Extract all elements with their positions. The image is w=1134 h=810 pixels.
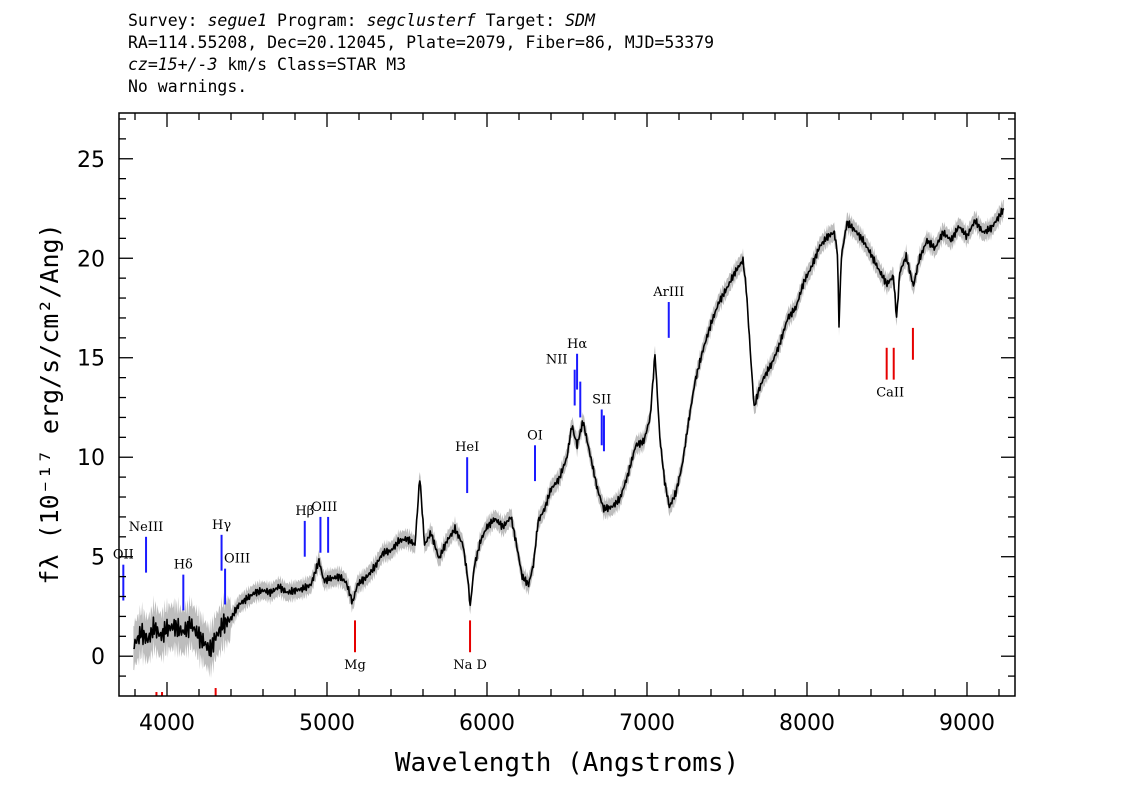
y-tick-label: 5 xyxy=(91,546,105,571)
header-line-warnings: No warnings. xyxy=(128,77,248,96)
header-line-survey: Survey: segue1 Program: segclusterf Targ… xyxy=(128,10,714,32)
header-line-coordinates: RA=114.55208, Dec=20.12045, Plate=2079, … xyxy=(128,33,715,52)
emission-label: Hα xyxy=(567,337,587,352)
target-value: SDM xyxy=(565,11,595,30)
program-value: segclusterf xyxy=(366,11,476,30)
x-axis-label: Wavelength (Angstroms) xyxy=(395,748,739,778)
axis-tick-labels: 4000 5000 6000 7000 8000 9000 0 5 10 15 20 25 xyxy=(77,148,995,736)
y-tick-label: 15 xyxy=(77,347,105,372)
program-label: Program: xyxy=(267,11,367,30)
emission-label: OIII xyxy=(311,500,337,515)
spectrum-layer xyxy=(132,207,1005,658)
class-value: km/s Class=STAR M3 xyxy=(217,55,407,74)
redshift-value: cz=15+/-3 xyxy=(128,55,218,74)
survey-label: Survey: xyxy=(128,11,208,30)
x-tick-label: 9000 xyxy=(939,711,995,736)
y-axis-label: fλ (10⁻¹⁷ erg/s/cm²/Ang) xyxy=(35,223,64,584)
target-label: Target: xyxy=(475,11,566,30)
y-tick-label: 20 xyxy=(77,247,105,272)
spectrum-header: Survey: segue1 Program: segclusterf Targ… xyxy=(128,10,714,98)
emission-label: Hβ xyxy=(295,504,314,519)
survey-value: segue1 xyxy=(207,11,268,30)
emission-label: NeIII xyxy=(129,520,163,535)
error-band-layer xyxy=(133,199,1004,679)
header-line-redshift: cz=15+/-3 km/s Class=STAR M3 xyxy=(128,54,714,76)
x-tick-label: 8000 xyxy=(779,711,835,736)
absorption-label: Mg xyxy=(344,658,366,673)
x-tick-label: 5000 xyxy=(299,711,355,736)
x-tick-label: 7000 xyxy=(619,711,675,736)
y-tick-label: 0 xyxy=(91,645,105,670)
emission-label: OII xyxy=(113,548,134,563)
error-band xyxy=(133,199,1004,679)
axis-ticks xyxy=(119,113,1015,696)
x-tick-label: 6000 xyxy=(459,711,515,736)
emission-label: OI xyxy=(527,428,543,443)
plot-frame xyxy=(118,112,1016,697)
emission-label: OIII xyxy=(224,552,250,567)
y-tick-label: 25 xyxy=(77,148,105,173)
y-tick-label: 10 xyxy=(77,446,105,471)
spectrum-line xyxy=(132,207,1005,658)
x-tick-label: 4000 xyxy=(139,711,195,736)
absorption-label: CaII xyxy=(876,386,904,401)
line-markers: OIINeIIIHδHγOIIIHβOIIIHeIOINIIHαSIIArIII… xyxy=(113,285,914,696)
emission-label: Hδ xyxy=(174,558,193,573)
emission-label: SII xyxy=(592,392,611,407)
emission-label: ArIII xyxy=(652,285,684,300)
emission-label: NII xyxy=(546,353,568,368)
emission-label: HeI xyxy=(455,440,479,455)
emission-label: Hγ xyxy=(212,518,231,533)
absorption-label: Na D xyxy=(453,658,487,673)
